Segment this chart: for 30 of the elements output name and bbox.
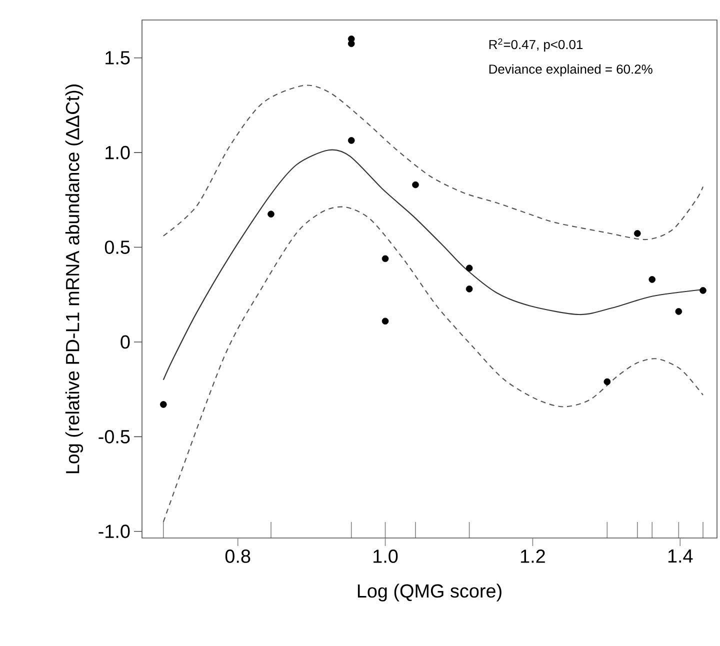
y-tick-label: 1.5 xyxy=(106,51,130,64)
point xyxy=(382,318,389,325)
point xyxy=(648,276,656,283)
point xyxy=(675,308,682,315)
annotation: Deviance explained = 60.2% xyxy=(489,64,652,76)
y-tick-label: -0.5 xyxy=(98,430,130,444)
y-tick-label: 0 xyxy=(120,335,130,349)
point xyxy=(382,255,389,262)
point xyxy=(160,401,167,408)
x-tick-label: 0.8 xyxy=(225,550,250,563)
line-series xyxy=(162,206,704,522)
point xyxy=(604,378,611,386)
annotation: R$^{2}$=0.47, p<0.01 xyxy=(489,38,583,52)
x-tick-label: 1.4 xyxy=(668,550,693,563)
y-tick-label: 0.5 xyxy=(104,240,130,254)
point xyxy=(268,210,274,218)
point xyxy=(348,137,355,144)
point xyxy=(466,264,473,272)
point xyxy=(466,286,473,292)
x-axis-title: Log (QMG score) xyxy=(358,584,502,602)
point xyxy=(348,40,355,48)
point xyxy=(412,181,419,188)
y-axis-title: Log (relative PD-L1 mRNA abundance (ΔΔCt)) xyxy=(65,84,84,474)
y-tick-label: -1.0 xyxy=(98,524,130,538)
y-tick-label: 1.0 xyxy=(106,146,130,160)
point xyxy=(634,230,641,237)
line-series xyxy=(162,84,704,240)
x-tick-label: 1.0 xyxy=(374,550,398,563)
point xyxy=(700,287,706,294)
x-tick-label: 1.2 xyxy=(520,550,545,563)
